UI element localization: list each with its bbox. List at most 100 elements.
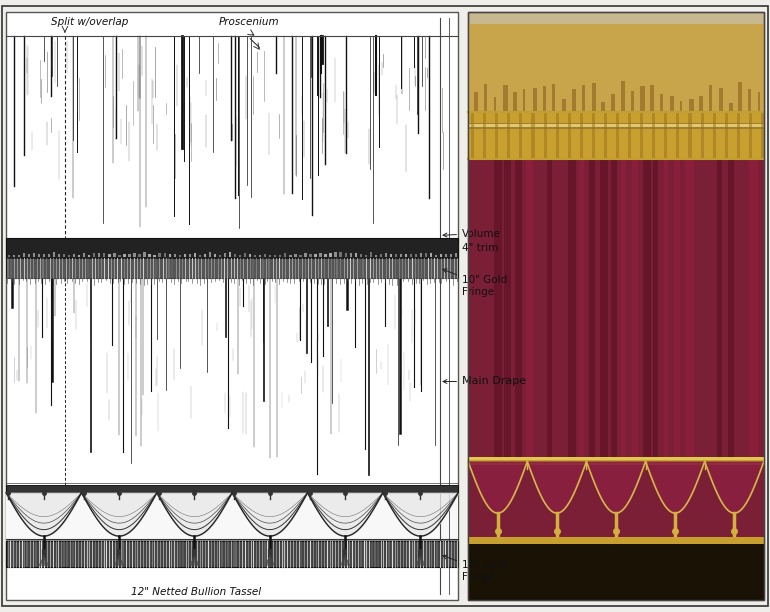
Bar [611,159,617,465]
Bar [709,86,712,124]
Bar [83,253,85,257]
Bar [717,159,722,465]
Bar [468,24,764,124]
Bar [471,112,474,159]
Bar [254,255,256,257]
Bar [244,253,246,257]
Bar [6,485,458,493]
Bar [229,252,231,257]
Bar [468,12,764,600]
Bar [759,159,765,465]
Bar [169,254,171,257]
Bar [440,254,442,257]
Bar [567,112,571,159]
Bar [738,159,744,465]
Bar [304,253,306,257]
Bar [670,96,674,124]
Bar [179,255,181,257]
Bar [631,91,634,124]
Bar [568,159,576,465]
Bar [435,255,437,257]
Bar [628,112,631,159]
Bar [314,253,316,257]
Bar [6,258,458,278]
Bar [109,253,111,257]
Bar [650,84,654,124]
Bar [143,252,146,257]
Bar [600,159,608,465]
Bar [468,457,764,465]
Bar [173,253,176,257]
Bar [113,253,116,257]
Bar [159,253,161,257]
Bar [728,102,733,124]
Bar [280,255,282,257]
Bar [73,254,75,257]
Bar [163,253,166,257]
Bar [194,253,196,257]
Bar [590,159,595,465]
Bar [350,253,352,257]
Bar [53,252,55,257]
Bar [665,112,668,159]
Bar [616,112,619,159]
Bar [718,89,723,124]
Bar [685,159,695,465]
Bar [699,96,703,124]
Bar [259,255,261,257]
Bar [484,112,487,159]
Bar [153,255,156,257]
Bar [468,159,764,465]
Bar [129,254,131,257]
Bar [93,253,95,257]
Bar [199,255,201,257]
Text: 18" Gold
Fringe: 18" Gold Fringe [443,555,507,582]
Bar [214,255,216,257]
Bar [63,254,65,257]
Bar [204,254,206,257]
Bar [310,254,312,257]
Bar [88,255,90,257]
Bar [557,159,564,465]
Bar [582,85,585,124]
Bar [395,254,397,257]
Bar [473,159,480,465]
Text: Volume: Volume [443,228,500,239]
Bar [43,254,45,257]
Bar [761,112,764,159]
Bar [604,112,607,159]
Bar [294,254,296,257]
Bar [507,112,511,159]
Bar [450,255,453,257]
Bar [330,253,332,257]
Bar [675,159,681,465]
Bar [468,544,764,600]
Bar [234,254,236,257]
Bar [344,253,346,257]
Bar [468,24,764,42]
Bar [728,159,734,465]
Bar [415,255,417,257]
Bar [468,122,764,129]
Bar [680,101,682,124]
Bar [68,255,70,257]
Bar [48,255,50,257]
Bar [6,12,458,600]
Bar [758,92,761,124]
Bar [360,253,362,257]
Bar [133,253,136,257]
Bar [494,159,502,465]
Bar [455,253,457,257]
Bar [274,255,276,257]
Bar [290,255,292,257]
Bar [664,159,668,465]
Bar [515,159,522,465]
Bar [300,255,302,257]
Bar [660,94,663,124]
Bar [6,541,458,567]
Bar [149,254,151,257]
Bar [264,254,266,257]
Bar [621,159,626,465]
Bar [119,255,121,257]
Bar [28,255,30,257]
